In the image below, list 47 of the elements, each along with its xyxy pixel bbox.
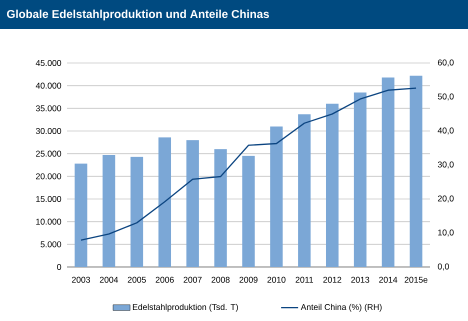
x-tick-label: 2009 [240,276,258,283]
y2-tick-label: 20,0 [438,196,454,202]
legend-label: Anteil China (%) (RH) [300,304,382,312]
y-tick-label: 45.000 [36,60,62,66]
x-tick-label: 2013 [351,276,370,283]
bar [214,149,227,267]
y-tick-label: 30.000 [36,128,62,134]
chart-title: Globale Edelstahlproduktion und Anteile Chinas [6,10,269,20]
x-tick-label: 2006 [156,276,174,283]
y-tick-label: 10.000 [36,218,62,225]
x-tick-label: 2007 [184,276,202,283]
line-series [80,88,417,241]
legend-label: Edelstahlproduktion (Tsd. T) [132,304,238,312]
bar [102,155,116,267]
y2-tick-label: 10,0 [438,230,454,236]
bar [74,164,88,267]
bar [326,104,339,267]
x-tick-label: 2008 [212,276,230,283]
bar [130,156,144,267]
bar [242,156,255,267]
x-tick-label: 2012 [323,276,342,283]
x-tick-label: 2014 [379,276,398,283]
bar [158,137,172,267]
bar [382,78,394,267]
x-tick-label: 2015e [404,276,428,283]
y-tick-label: 35.000 [36,105,62,112]
x-tick-label: 2003 [72,276,90,283]
bar [270,126,283,267]
bar [298,114,311,267]
y2-tick-label: 30,0 [438,162,454,168]
bar [354,92,366,267]
y-tick-label: 25.000 [36,150,62,157]
y-tick-label: 20.000 [36,173,62,180]
y-tick-label: 0 [57,264,62,270]
x-tick-label: 2010 [267,276,286,283]
x-tick-label: 2004 [100,276,118,283]
y2-tick-label: 60,0 [438,60,454,66]
y-tick-label: 40.000 [36,82,62,89]
x-tick-label: 2011 [296,276,314,283]
bar [410,76,422,267]
y2-tick-label: 0,0 [438,264,449,270]
y2-tick-label: 40,0 [438,128,454,134]
y-tick-label: 5.000 [40,241,62,248]
y2-tick-label: 50,0 [438,94,454,100]
x-tick-label: 2005 [128,276,146,283]
bar [186,140,199,267]
y-tick-label: 15.000 [36,196,62,202]
